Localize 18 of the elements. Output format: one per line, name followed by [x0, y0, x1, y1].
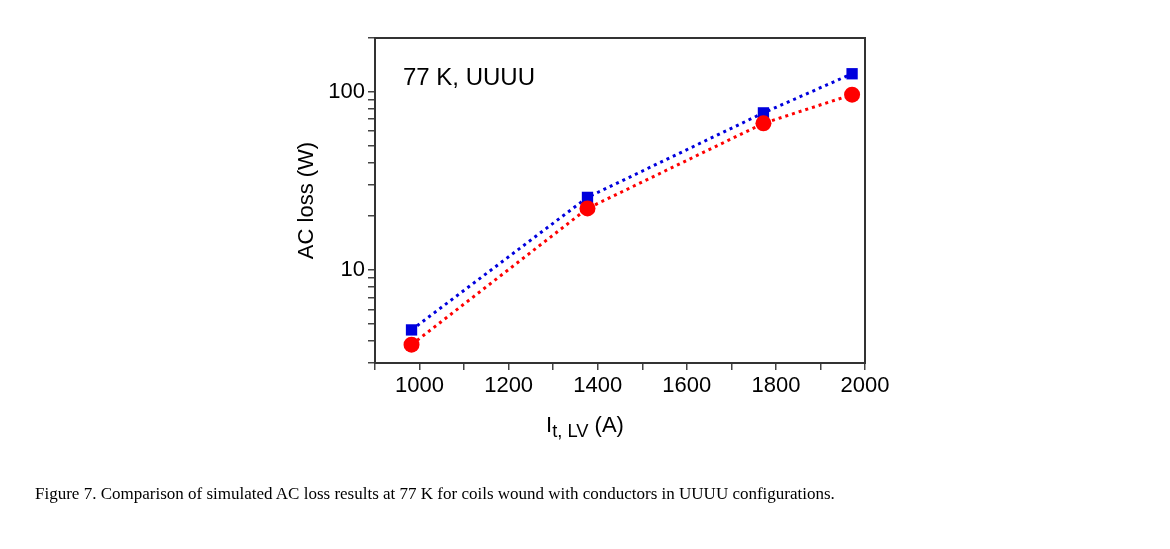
annotation: 77 K, UUUU [403, 62, 536, 90]
point [579, 200, 596, 217]
x-tick-label: 1600 [662, 372, 712, 398]
x-tick-label: 1400 [573, 372, 623, 398]
x-tick-label: 1000 [395, 372, 445, 398]
point [755, 115, 772, 132]
point [403, 336, 420, 353]
x-tick-label: 1800 [751, 372, 801, 398]
x-tick-label: 2000 [840, 372, 890, 398]
point [844, 86, 861, 103]
caption: Figure 7. Comparison of simulated AC loss results at 77 K for coils wound with conductors in UUUU configurations. [35, 483, 836, 505]
y-tick-label: 10 [340, 255, 365, 281]
y-axis-title: AC loss (W) [293, 141, 319, 260]
y-tick-label: 100 [328, 77, 365, 103]
x-axis-title: I$_{t, LV}$ (A) [545, 412, 625, 443]
x-tick-label: 1200 [484, 372, 534, 398]
point [846, 68, 858, 80]
point [405, 324, 418, 336]
